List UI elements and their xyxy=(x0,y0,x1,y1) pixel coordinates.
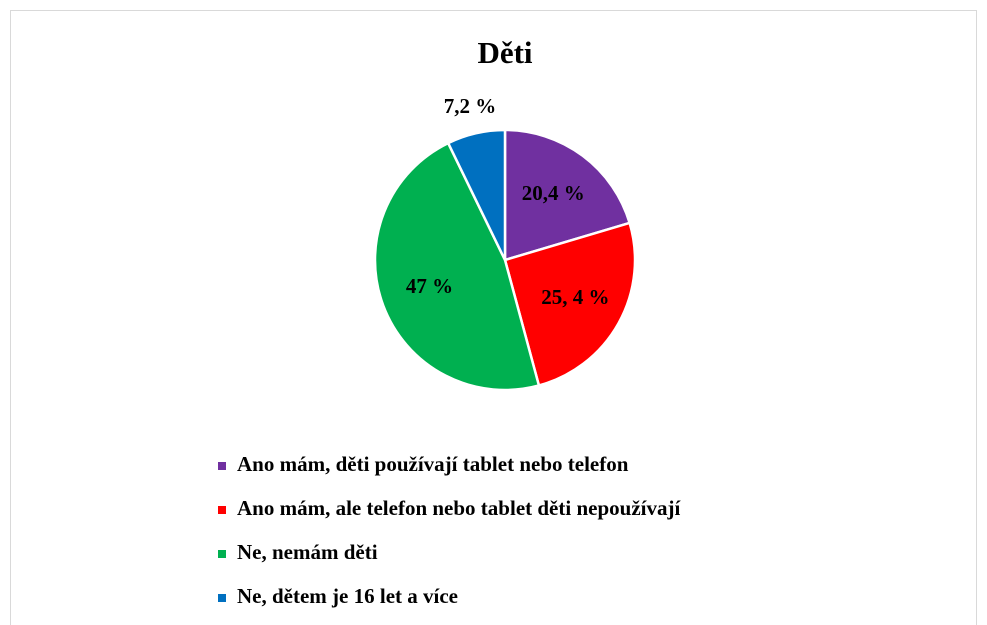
legend-swatch xyxy=(218,462,226,470)
legend-swatch xyxy=(218,594,226,602)
pie-slice xyxy=(373,141,541,392)
legend-label: Ano mám, děti používají tablet nebo tele… xyxy=(237,452,629,476)
legend-swatch xyxy=(218,550,226,558)
chart-title: Děti xyxy=(477,35,532,70)
data-label: 25, 4 % xyxy=(541,285,609,309)
legend-label: Ne, nemám děti xyxy=(237,540,378,564)
data-label: 47 % xyxy=(406,274,453,298)
pie-slice xyxy=(446,128,507,261)
legend-swatch xyxy=(218,506,226,514)
pie-slice xyxy=(503,221,637,388)
legend-label: Ne, dětem je 16 let a více xyxy=(237,584,458,608)
data-label: 7,2 % xyxy=(444,94,497,118)
legend-label: Ano mám, ale telefon nebo tablet děti ne… xyxy=(237,496,681,520)
pie-slice xyxy=(503,128,632,262)
data-label: 20,4 % xyxy=(522,181,585,205)
